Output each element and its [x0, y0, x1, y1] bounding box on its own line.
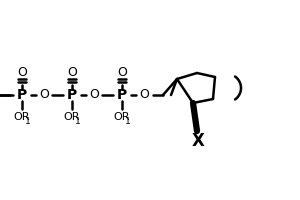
Text: OR: OR: [14, 112, 30, 122]
Text: O: O: [117, 66, 127, 78]
Text: 1: 1: [25, 116, 31, 126]
Text: O: O: [139, 88, 149, 102]
Text: P: P: [117, 88, 127, 102]
Text: X: X: [192, 132, 204, 150]
Text: P: P: [17, 88, 27, 102]
Text: 1: 1: [75, 116, 81, 126]
Text: O: O: [67, 66, 77, 78]
Text: O: O: [89, 88, 99, 102]
Text: O: O: [17, 66, 27, 78]
Text: OR: OR: [64, 112, 80, 122]
Text: 1: 1: [125, 116, 131, 126]
Text: O: O: [39, 88, 49, 102]
Text: OR: OR: [114, 112, 130, 122]
Text: P: P: [67, 88, 77, 102]
